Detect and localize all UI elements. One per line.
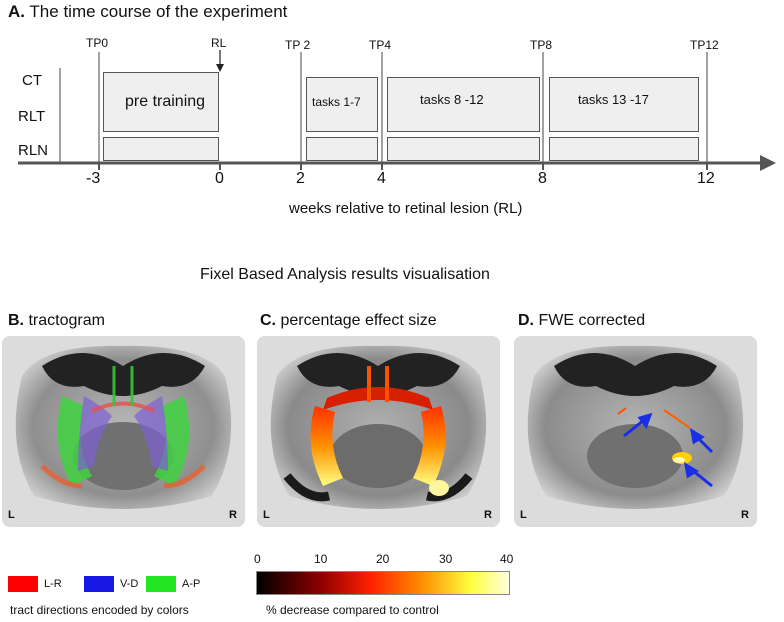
tp0-label: TP0 (86, 36, 109, 50)
legend-ap-label: A-P (182, 578, 201, 590)
row-label-ct: CT (22, 72, 42, 89)
fwe-corrected-image: L R (514, 336, 757, 527)
colorbar-tick-0: 0 (254, 552, 261, 566)
panel-d-right-marker: R (741, 509, 749, 521)
section-title: Fixel Based Analysis results visualisati… (200, 266, 490, 283)
colorbar-tick-20: 20 (376, 552, 390, 566)
phase-tasks-1-7: tasks 1-7 (312, 95, 361, 109)
row-label-rln: RLN (18, 142, 49, 159)
panel-c-title: C. percentage effect size (260, 312, 437, 330)
pretraining-rln-box (103, 137, 219, 161)
legend-lr-label: L-R (44, 578, 62, 590)
panel-d-letter: D. (518, 312, 534, 329)
panel-d-title-text: FWE corrected (538, 312, 646, 329)
tp12-label: TP12 (690, 38, 719, 52)
red-swatch-icon (8, 576, 38, 592)
panel-b-letter: B. (8, 312, 24, 329)
tick-2: 2 (296, 170, 305, 187)
tick-4: 4 (377, 170, 386, 187)
panel-d-left-marker: L (520, 509, 527, 521)
panel-b-title: B. tractogram (8, 312, 105, 330)
tick-8: 8 (538, 170, 547, 187)
panel-c-letter: C. (260, 312, 276, 329)
colorbar-tick-30: 30 (439, 552, 453, 566)
colorbar-tick-10: 10 (314, 552, 328, 566)
rl-label: RL (211, 36, 227, 50)
panel-c-right-marker: R (484, 509, 492, 521)
axis-label: weeks relative to retinal lesion (RL) (289, 200, 523, 217)
effect-size-image: L R (257, 336, 500, 527)
tp4-label: TP4 (369, 38, 392, 52)
tasks-1-7-box (306, 77, 378, 132)
panel-b-title-text: tractogram (28, 312, 105, 329)
tasks-1-7-rln-box (306, 137, 378, 161)
green-swatch-icon (146, 576, 176, 592)
panel-b-right-marker: R (229, 509, 237, 521)
legend-vd-label: V-D (120, 578, 139, 590)
panel-c-title-text: percentage effect size (280, 312, 437, 329)
colorbar-caption: % decrease compared to control (266, 603, 439, 617)
phase-tasks-8-12: tasks 8 -12 (420, 92, 484, 107)
phase-tasks-13-17: tasks 13 -17 (578, 92, 649, 107)
tick-minus3: -3 (86, 170, 101, 187)
tp2-label: TP 2 (285, 38, 311, 52)
colorbar (256, 571, 510, 595)
panel-c-left-marker: L (263, 509, 270, 521)
panel-a-letter: A. (8, 2, 25, 21)
annotation-arrows (623, 412, 714, 488)
panel-b-left-marker: L (8, 509, 15, 521)
tasks-8-12-rln-box (387, 137, 540, 161)
panel-a-title-text: The time course of the experiment (29, 2, 288, 21)
phase-pretraining: pre training (125, 93, 206, 110)
blue-swatch-icon (84, 576, 114, 592)
colorbar-tick-40: 40 (500, 552, 514, 566)
panel-a-title: A. The time course of the experiment (8, 2, 287, 22)
panel-d-title: D. FWE corrected (518, 312, 645, 330)
tractogram-image: L R (2, 336, 245, 527)
direction-legend-caption: tract directions encoded by colors (10, 603, 189, 617)
tick-0: 0 (215, 170, 224, 187)
tasks-13-17-rln-box (549, 137, 699, 161)
row-label-rlt: RLT (18, 108, 46, 125)
tasks-8-12-box (387, 77, 540, 132)
tp8-label: TP8 (530, 38, 553, 52)
tasks-13-17-box (549, 77, 699, 132)
pretraining-box (103, 72, 219, 132)
tick-12: 12 (697, 170, 715, 187)
timeline-graphic (18, 50, 776, 171)
